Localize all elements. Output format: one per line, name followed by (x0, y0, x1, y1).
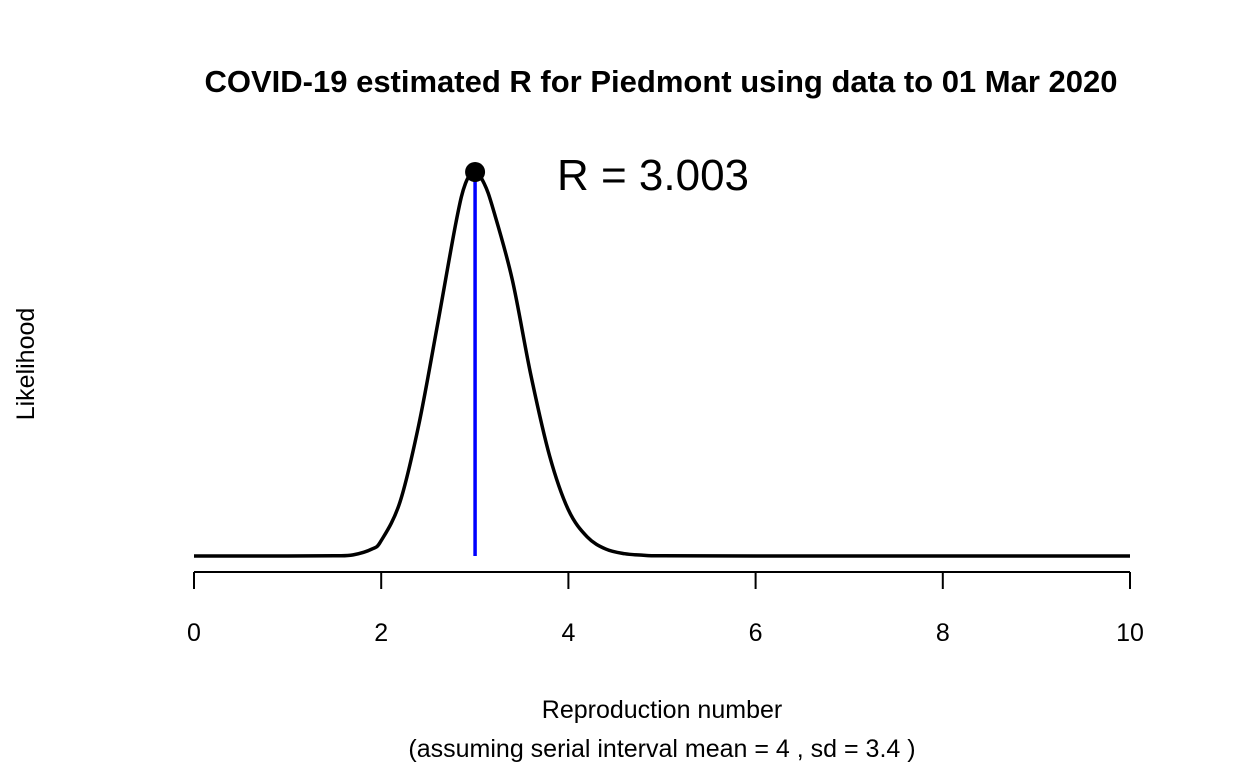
estimate-marker (465, 162, 486, 182)
plot-area (194, 162, 1130, 558)
x-tick-label: 8 (936, 619, 950, 647)
x-tick-label: 0 (187, 619, 201, 647)
chart-title: COVID-19 estimated R for Piedmont using … (204, 64, 1117, 99)
x-axis-label: Reproduction number (542, 696, 782, 724)
x-axis: 0 2 4 6 8 10 (187, 571, 1144, 647)
x-tick-label: 10 (1116, 619, 1144, 647)
y-axis-label: Likelihood (12, 308, 40, 421)
likelihood-curve (194, 170, 1130, 558)
x-tick-label: 6 (749, 619, 763, 647)
x-tick-label: 2 (374, 619, 388, 647)
x-axis-sublabel: (assuming serial interval mean = 4 , sd … (408, 735, 915, 763)
estimate-annotation: R = 3.003 (557, 151, 749, 200)
x-tick-label: 4 (561, 619, 575, 647)
